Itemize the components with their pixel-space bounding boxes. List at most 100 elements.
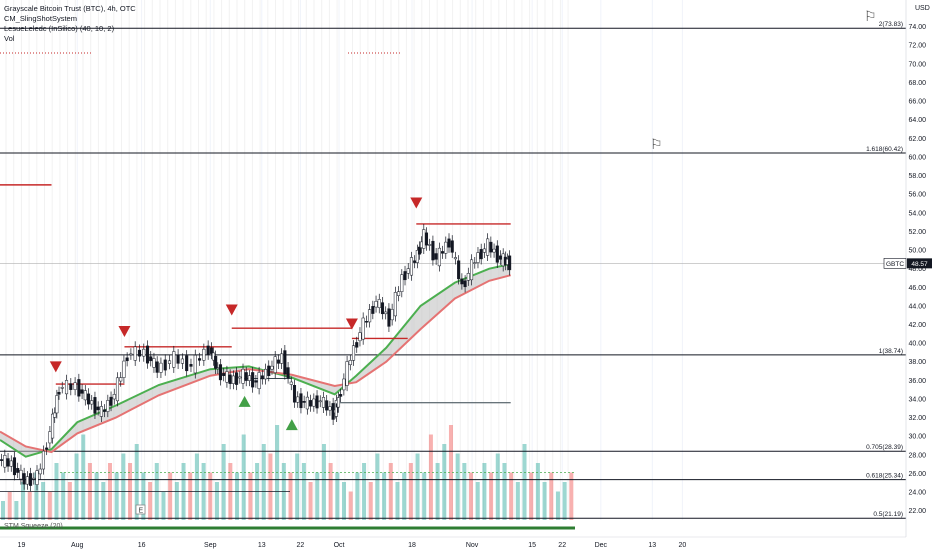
candle-body — [318, 400, 322, 403]
candle-body — [447, 238, 451, 248]
candle-body — [25, 476, 29, 485]
candle-body — [180, 358, 184, 364]
fib-label: 1.618(60.42) — [866, 146, 903, 153]
candle-body — [167, 360, 172, 364]
candle-body — [371, 306, 375, 314]
volume-bar — [308, 482, 313, 520]
candle-body — [149, 356, 153, 362]
time-axis[interactable]: 19 Aug 16 Sep 13 22 Oct 18 Nov 15 22 Dec 13 20 — [0, 536, 932, 550]
volume-bar — [502, 463, 507, 520]
price-tick-label: 52.00 — [908, 229, 926, 236]
candle-body — [393, 292, 397, 317]
candle-body — [296, 396, 300, 403]
volume-bar — [61, 472, 66, 520]
time-tick-label: Oct — [334, 542, 345, 549]
symbol-tag-label: GBTC — [886, 261, 904, 268]
flag-icon[interactable]: ⚐ — [650, 136, 663, 152]
candle-body — [364, 321, 368, 323]
volume-bar — [241, 434, 246, 520]
price-tick-label: 62.00 — [908, 136, 926, 143]
indicator-slingshot[interactable]: CM_SlingShotSystem — [4, 14, 77, 23]
candle-body — [64, 380, 69, 395]
volume-bar — [388, 463, 393, 520]
last-price-tag — [907, 258, 932, 269]
candle-body — [216, 367, 220, 370]
last-price-label: 48.57 — [911, 261, 928, 268]
candle-body — [228, 374, 232, 384]
candle-body — [280, 353, 284, 364]
candle-body — [498, 255, 503, 260]
ema-cloud — [0, 263, 511, 458]
time-tick-label: Aug — [71, 542, 84, 549]
candle-body — [103, 409, 107, 412]
candle-body — [380, 302, 385, 315]
ema-slow-line — [0, 274, 511, 454]
candle-body — [22, 473, 26, 485]
volume-bar — [355, 472, 360, 520]
candle-body — [377, 299, 381, 309]
candle-body — [450, 240, 454, 253]
symbol-title[interactable]: Grayscale Bitcoin Trust (BTC), 4h, OTC — [4, 4, 136, 13]
candle-body — [351, 345, 356, 361]
volume-bar — [288, 472, 293, 520]
candle-body — [218, 364, 223, 381]
candle-body — [309, 400, 313, 407]
candle-body — [469, 259, 474, 281]
candle-body — [155, 361, 159, 373]
price-tick-label: 48.00 — [908, 266, 926, 273]
price-tick-label: 58.00 — [908, 173, 926, 180]
candle-body — [384, 311, 388, 315]
candle-body — [406, 268, 410, 274]
volume-bar — [315, 472, 320, 520]
indicator-leledc[interactable]: LesueLeledc (InSilico) (40, 10, 2) — [4, 24, 115, 33]
earnings-marker[interactable]: E — [135, 504, 146, 515]
candle-body — [159, 362, 163, 373]
chart-legend: Grayscale Bitcoin Trust (BTC), 4h, OTC C… — [4, 4, 136, 44]
sell-signal-triangle — [225, 304, 238, 316]
price-tick-label: 28.00 — [908, 452, 926, 459]
volume-bar — [335, 472, 340, 520]
candle-body — [69, 383, 73, 390]
volume-bar — [221, 444, 226, 520]
volume-bar — [442, 444, 447, 520]
volume-bar — [428, 434, 433, 520]
candle-body — [172, 351, 176, 368]
price-axis[interactable]: 22.00 24.00 26.00 28.00 30.00 32.00 34.00 36.00… — [883, 0, 932, 537]
time-tick-label: Nov — [466, 542, 479, 549]
candle-body — [273, 356, 277, 373]
candle-body — [441, 251, 445, 254]
candle-body — [479, 249, 483, 260]
candle-body — [508, 255, 512, 271]
volume-bar — [348, 491, 353, 520]
indicator-volume[interactable]: Vol — [4, 34, 15, 43]
buy-signal-triangle — [285, 419, 298, 431]
candle-body — [339, 394, 343, 397]
volume-bar — [549, 472, 554, 520]
volume-bar — [14, 501, 19, 520]
volume-bar — [562, 482, 567, 520]
price-tick-label: 36.00 — [908, 378, 926, 385]
ema-cloud-fill — [0, 264, 511, 457]
flag-icon[interactable]: ⚐ — [864, 8, 877, 24]
candle-body — [244, 372, 248, 381]
candle-body — [3, 455, 7, 468]
time-tick-label: 19 — [18, 542, 26, 549]
candle-body — [231, 375, 235, 384]
candle-body — [276, 359, 280, 364]
time-tick-label: Dec — [595, 542, 608, 549]
candle-body — [51, 413, 55, 439]
candle-body — [325, 400, 329, 411]
candle-body — [361, 317, 365, 340]
volume-bar — [188, 472, 193, 520]
volume-bar — [422, 472, 427, 520]
volume-bar — [295, 453, 300, 520]
candle-body — [495, 245, 499, 263]
volume-bar — [455, 453, 460, 520]
candle-body — [251, 372, 255, 388]
price-tick-label: 26.00 — [908, 471, 926, 478]
candle-body — [473, 262, 477, 264]
volume-bar — [114, 472, 119, 520]
price-tick-label: 32.00 — [908, 415, 926, 422]
volume-bar — [495, 453, 500, 520]
